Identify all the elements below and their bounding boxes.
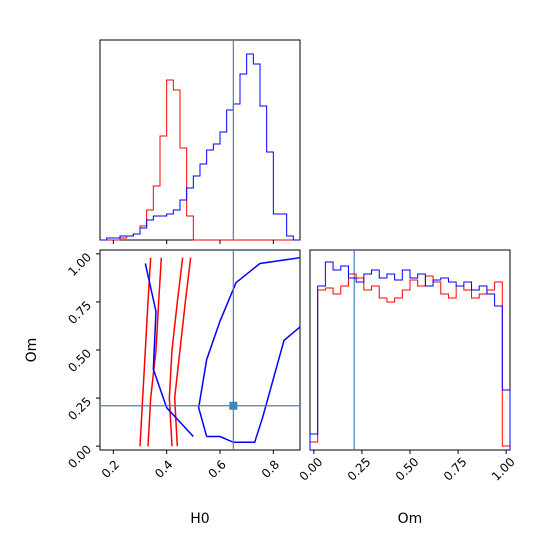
x-axis-label-h0: H0: [190, 511, 209, 527]
h0-tick-label-0: 0.2: [99, 457, 122, 480]
contour-series-1-level-2: [144, 263, 194, 438]
x-axis-label-om: Om: [398, 511, 423, 527]
om-tick-label-left-1: 0.25: [65, 394, 94, 423]
om-tick-label-bottom-2: 0.50: [393, 455, 422, 484]
om-tick-label-bottom-1: 0.25: [345, 455, 374, 484]
hist-om-layer: [309, 261, 511, 450]
contour-series-0-level-3: [173, 257, 192, 447]
om-tick-label-bottom-4: 1.00: [489, 455, 518, 484]
hist-h0-frame: [99, 39, 301, 241]
om-tick-label-left-0: 0.00: [65, 442, 94, 471]
om-tick-label-left-3: 0.75: [65, 298, 94, 327]
hist-h0-series-1: [100, 53, 300, 241]
axes-layer: 0.2 0.4 0.6 0.8 0.00 0.00 0.25 0.25 0.50 0.50 0.75…: [65, 240, 518, 484]
om-tick-label-bottom-0: 0.00: [297, 455, 326, 484]
hist-om-series-0: [309, 273, 511, 450]
om-tick-label-left-2: 0.50: [65, 346, 94, 375]
om-tick-label-left-4: 1.00: [65, 250, 94, 279]
hist-om-series-1: [309, 261, 511, 450]
contour-series-1-level-1: [206, 326, 301, 444]
contour-series-0-level-2: [168, 257, 184, 447]
contour-series-0-level-0: [139, 257, 152, 447]
y-axis-label-om: Om: [24, 338, 40, 363]
h0-tick-label-2: 0.6: [205, 457, 228, 480]
contour-layer: [100, 40, 355, 450]
truth-marker: [229, 401, 238, 410]
contour-panel-frame: [99, 249, 301, 451]
hist-h0-layer: [100, 53, 300, 241]
om-tick-label-bottom-3: 0.75: [441, 455, 470, 484]
contour-series-0-level-1: [147, 257, 163, 447]
contour-series-1-level-0: [197, 256, 301, 437]
hist-h0-series-0: [100, 79, 300, 241]
h0-tick-label-1: 0.4: [152, 457, 175, 480]
h0-tick-label-3: 0.8: [259, 457, 282, 480]
